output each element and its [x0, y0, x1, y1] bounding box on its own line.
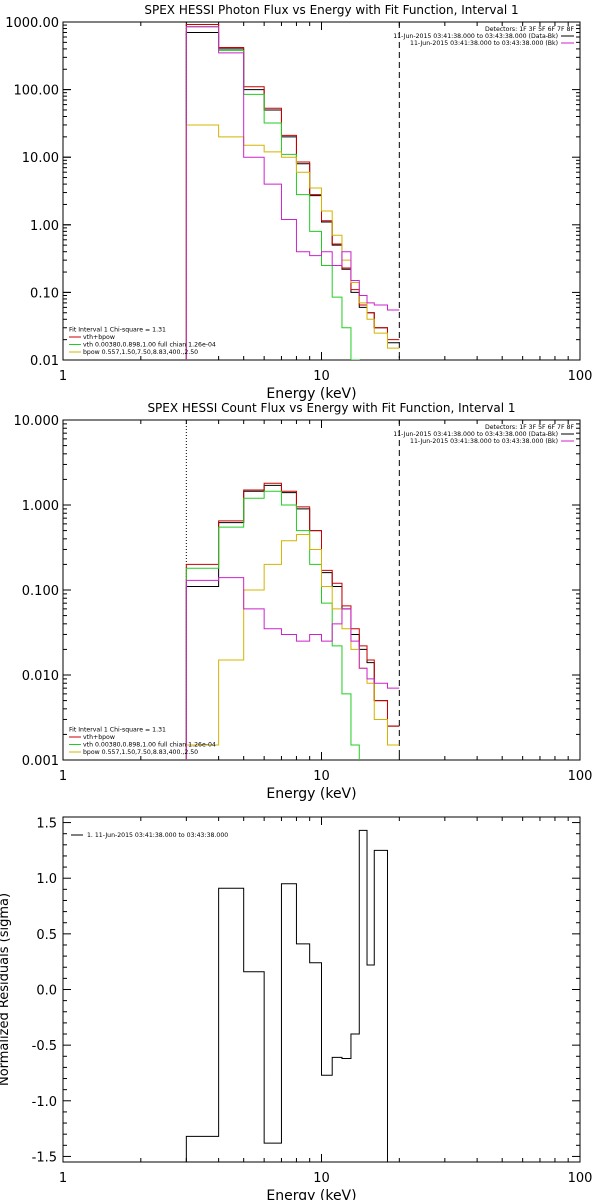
legend-topright-entry: 11-Jun-2015 03:41:38.000 to 03:43:38.000… — [410, 438, 558, 445]
legend-bottomleft-entry: bpow 0.557,1.50,7.50,8.83,400.,2.50 — [83, 749, 198, 756]
x-tick-label: 10 — [313, 369, 330, 384]
panel-3: 1 10 100 Energy (keV) -1.5 -1.0 -0.5 0.0 0.5 1.0 1… — [0, 816, 593, 1200]
y-tick-label: 0.10 — [30, 286, 59, 301]
y-tick-label: 1.0 — [36, 872, 57, 887]
y-tick-label: 10.00 — [22, 151, 59, 166]
x-tick-label: 1 — [59, 369, 67, 384]
series-total-step-line — [185, 23, 400, 360]
series-vth-step-line — [185, 26, 360, 360]
y-tick-label: 0.100 — [22, 584, 59, 599]
legend-topleft-entry: 1. 11-Jun-2015 03:41:38.000 to 03:43:38.… — [87, 832, 228, 839]
x-axis-label: Energy (keV) — [266, 386, 356, 402]
y-tick-label: 1.00 — [30, 219, 59, 234]
y-tick-label: -1.0 — [32, 1095, 57, 1110]
x-axis-label: Energy (keV) — [266, 786, 356, 802]
legend-bottomleft-entry: vth 0.00380,0.898,1.00 full chian 1.26e-… — [83, 342, 216, 349]
x-tick-label: 1 — [59, 769, 67, 784]
y-tick-label: -0.5 — [32, 1039, 57, 1054]
legend-topright-entry: Detectors: 1F 3F 5F 6F 7F 8F — [485, 424, 574, 431]
y-tick-label: 0.0 — [36, 984, 57, 999]
y-tick-label: 10.000 — [14, 414, 60, 429]
x-tick-label: 100 — [568, 1171, 593, 1186]
y-tick-label: 1000.00 — [5, 16, 59, 31]
x-tick-label: 100 — [568, 369, 593, 384]
legend-bottomleft-entry: vth+bpow — [83, 334, 115, 341]
y-tick-label: 0.001 — [22, 754, 59, 769]
y-tick-label: 0.5 — [36, 928, 57, 943]
legend-topright-entry: 11-Jun-2015 03:41:38.000 to 03:43:38.000… — [393, 33, 558, 40]
legend-topright-entry: 11-Jun-2015 03:41:38.000 to 03:43:38.000… — [393, 431, 558, 438]
x-tick-label: 10 — [313, 769, 330, 784]
legend-bottomleft-entry: bpow 0.557,1.50,7.50,8.83,400.,2.50 — [83, 349, 198, 356]
y-tick-label: -1.5 — [32, 1150, 57, 1165]
series-data-step-line — [185, 31, 400, 360]
y-tick-label: 1.5 — [36, 817, 57, 832]
legend-bottomleft-entry: vth+bpow — [83, 734, 115, 741]
panel-2: SPEX HESSI Count Flux vs Energy with Fit… — [14, 401, 593, 802]
legend-topright-entry: 11-Jun-2015 03:41:38.000 to 03:43:38.000… — [410, 40, 558, 47]
panel-title: SPEX HESSI Count Flux vs Energy with Fit… — [147, 401, 515, 415]
x-tick-label: 1 — [59, 1171, 67, 1186]
y-tick-label: 1.000 — [22, 499, 59, 514]
series-bk-step-line — [185, 26, 400, 360]
series-bk-step-line — [185, 577, 400, 760]
y-axis-label: Normalized Residuals (sigma) — [0, 893, 12, 1086]
y-tick-label: 0.01 — [30, 354, 59, 369]
legend-bottomleft-entry: vth 0.00380,0.898,1.00 full chian 1.26e-… — [83, 742, 216, 749]
x-axis-label: Energy (keV) — [266, 1188, 356, 1200]
series-vth-step-line — [185, 490, 360, 760]
legend-bottomleft-entry: Fit Interval 1 Chi-square = 1.31 — [69, 327, 166, 334]
series-bpow-step-line — [185, 124, 400, 360]
y-tick-label: 100.00 — [14, 84, 60, 99]
panel-title: SPEX HESSI Photon Flux vs Energy with Fi… — [144, 3, 518, 17]
x-tick-label: 100 — [568, 769, 593, 784]
y-tick-label: 0.010 — [22, 669, 59, 684]
legend-bottomleft-entry: Fit Interval 1 Chi-square = 1.31 — [69, 727, 166, 734]
x-tick-label: 10 — [313, 1171, 330, 1186]
panel-1: SPEX HESSI Photon Flux vs Energy with Fi… — [5, 3, 593, 402]
series-data-step-line — [185, 829, 400, 1162]
legend-topright-entry: Detectors: 1F 3F 5F 6F 7F 8F — [485, 26, 574, 33]
